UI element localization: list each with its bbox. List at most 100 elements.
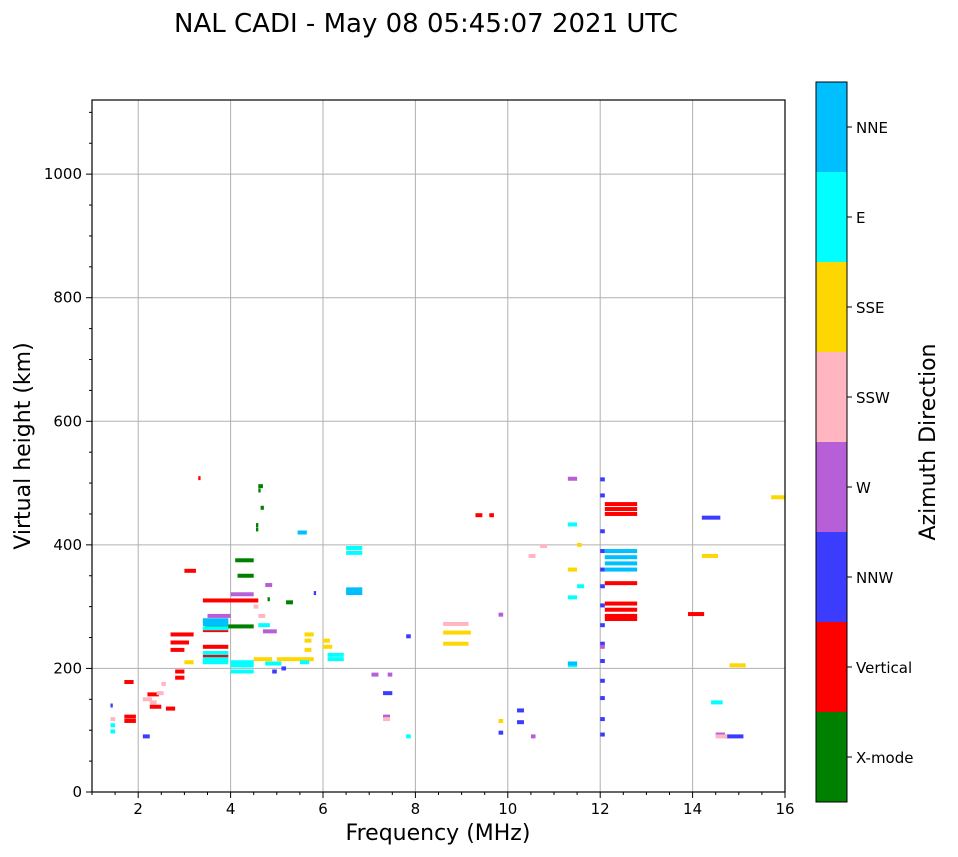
- echo-point-ssw: [443, 621, 469, 626]
- echo-point-vertical: [604, 607, 638, 612]
- echo-point-nnw: [701, 515, 721, 520]
- echo-point-sse: [443, 641, 469, 646]
- echo-point-e: [567, 522, 578, 527]
- x-tick-label: 6: [318, 800, 328, 818]
- echo-point-vertical: [604, 581, 638, 586]
- echo-point-nne: [202, 621, 229, 626]
- x-axis-ticks: 2 4 6 8 10 12 14 16: [91, 792, 795, 818]
- y-axis-ticks: 0 200 400 600 800 1000: [44, 111, 92, 801]
- echo-point-nnw: [724, 734, 744, 739]
- colorbar-swatch: [816, 532, 847, 622]
- echo-point-e: [346, 545, 363, 550]
- colorbar-category-label: E: [856, 209, 865, 227]
- echo-point-sse: [323, 638, 330, 643]
- echo-point-ssw: [258, 613, 266, 618]
- echo-point-sse: [701, 553, 719, 558]
- echo-point-e: [258, 623, 270, 628]
- colorbar-category-label: NNE: [856, 119, 888, 137]
- echo-point-sse: [253, 657, 273, 662]
- echo-point-vertical: [175, 669, 185, 674]
- echo-point-e: [202, 626, 229, 631]
- colorbar-swatch: [816, 712, 847, 802]
- echo-point-vertical: [202, 598, 259, 603]
- colorbar-swatch: [816, 172, 847, 262]
- echo-point-vertical: [198, 476, 201, 481]
- echo-point-x-mode: [258, 488, 261, 493]
- echo-point-sse: [443, 630, 471, 635]
- echo-point-ssw: [540, 544, 548, 549]
- echo-point-vertical: [475, 513, 483, 518]
- echo-point-e: [299, 660, 310, 665]
- echo-point-x-mode: [237, 573, 254, 578]
- echo-point-vertical: [149, 704, 162, 709]
- echo-point-w: [230, 592, 254, 597]
- echo-point-nne: [346, 591, 363, 596]
- echo-point-nnw: [110, 703, 113, 708]
- echo-point-e: [202, 657, 229, 662]
- echo-point-e: [346, 550, 363, 555]
- echo-point-e: [110, 729, 116, 734]
- echo-point-sse: [304, 632, 314, 637]
- echo-point-nne: [567, 661, 578, 666]
- echo-point-nnw: [517, 720, 524, 725]
- echo-point-w: [262, 629, 277, 634]
- echo-point-vertical: [489, 513, 494, 518]
- echo-point-ssw: [110, 717, 116, 722]
- echo-point-nnw: [281, 666, 287, 671]
- y-tick-label: 400: [53, 536, 82, 554]
- echo-point-e: [327, 652, 344, 657]
- colorbar-category-label: SSW: [856, 389, 890, 407]
- echo-point-nne: [604, 567, 638, 572]
- echo-point-ssw: [149, 700, 157, 705]
- echo-point-e: [230, 669, 254, 674]
- echo-point-vertical: [604, 617, 638, 621]
- echo-point-nne: [604, 561, 638, 566]
- y-axis-label: Virtual height (km): [11, 342, 36, 549]
- y-tick-label: 0: [72, 783, 82, 801]
- echo-point-ssw: [383, 717, 390, 722]
- echo-point-nne: [604, 549, 638, 554]
- echo-point-ssw: [528, 553, 536, 558]
- echo-point-nnw: [600, 603, 605, 608]
- colorbar-swatch: [816, 82, 847, 172]
- echo-point-x-mode: [286, 600, 293, 605]
- x-tick-label: 8: [411, 800, 421, 818]
- echo-point-sse: [567, 567, 578, 572]
- echo-point-ssw: [156, 691, 164, 696]
- echo-point-vertical: [184, 568, 196, 573]
- y-tick-label: 200: [53, 659, 82, 677]
- plot-frame: [91, 99, 786, 793]
- echo-point-x-mode: [205, 624, 254, 629]
- colorbar-category-label: NNW: [856, 569, 893, 587]
- echo-point-w: [600, 644, 605, 649]
- echo-point-w: [265, 583, 273, 588]
- echo-point-nne: [202, 618, 229, 623]
- echo-point-x-mode: [267, 597, 270, 602]
- echo-point-x-mode: [258, 484, 263, 489]
- echo-point-w: [387, 672, 393, 677]
- echo-point-vertical: [604, 502, 638, 507]
- echo-point-sse: [771, 495, 785, 500]
- x-tick-label: 2: [133, 800, 143, 818]
- echo-point-sse: [276, 657, 314, 662]
- plot-points: [110, 476, 785, 739]
- colorbar-label: Azimuth Direction: [916, 343, 941, 540]
- echo-point-nnw: [600, 584, 605, 589]
- colorbar-swatch: [816, 352, 847, 442]
- colorbar-swatch: [816, 442, 847, 532]
- x-tick-label: 12: [591, 800, 610, 818]
- echo-point-e: [265, 661, 282, 666]
- echo-point-nnw: [600, 696, 605, 701]
- colorbar-category-label: X-mode: [856, 749, 913, 767]
- echo-point-sse: [304, 647, 312, 652]
- echo-point-vertical: [604, 601, 638, 606]
- x-tick-label: 10: [498, 800, 517, 818]
- echo-point-nnw: [142, 734, 150, 739]
- echo-point-nnw: [272, 669, 277, 674]
- echo-point-vertical: [124, 718, 136, 723]
- echo-point-e: [327, 657, 344, 662]
- echo-point-e: [406, 734, 411, 739]
- echo-point-nnw: [600, 623, 605, 628]
- echo-point-nnw: [600, 477, 605, 482]
